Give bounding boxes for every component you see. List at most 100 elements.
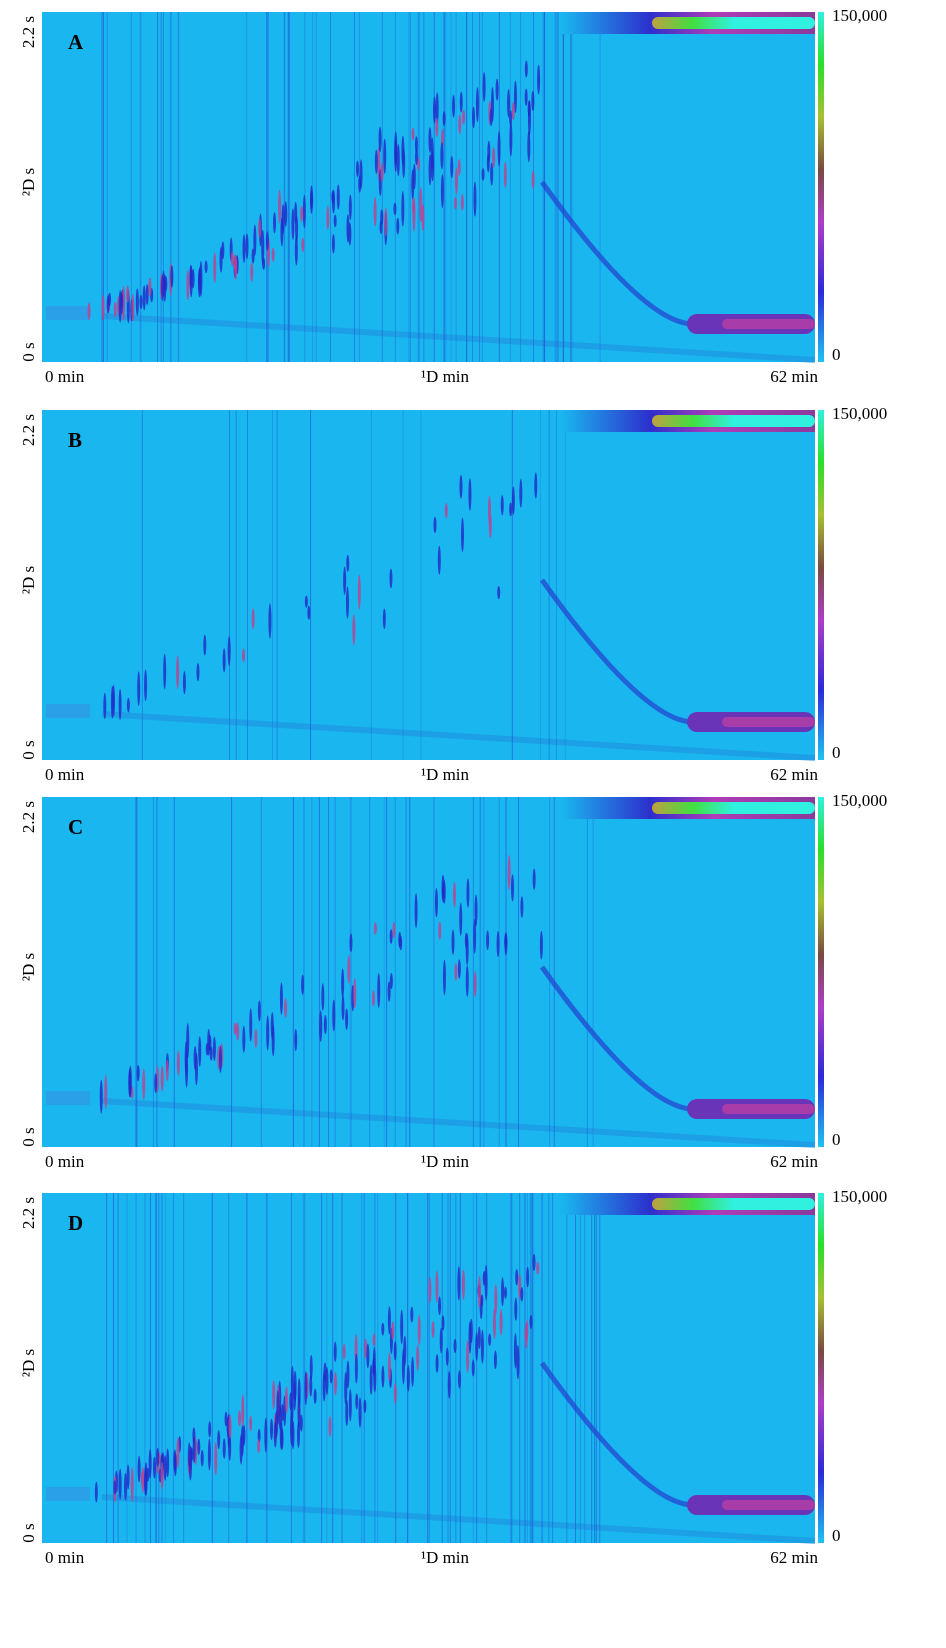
peak [396,144,400,177]
bleed-curve [539,180,693,327]
peak [501,1277,505,1307]
colorbar-min: 0 [832,743,841,762]
peak [264,1417,268,1453]
peak [148,277,152,297]
peak [140,1471,144,1486]
peak [266,1015,270,1051]
peak [160,275,164,301]
panel-letter: B [68,428,82,452]
peak [294,202,298,225]
peak [87,302,91,321]
bleed-curve [539,578,693,725]
peak [137,671,141,707]
peak [101,294,105,321]
peak [480,1329,484,1364]
peak [347,954,351,984]
peak [113,1480,117,1495]
peak [326,205,330,230]
peak [254,1028,258,1048]
peak [451,929,455,955]
y-axis-label: 2.2 s [19,16,38,48]
peak [481,168,485,181]
peak [176,1437,180,1469]
peak [253,224,257,256]
y-axis-label: ²D s [19,953,38,981]
peak [366,1343,370,1369]
peak [301,237,305,253]
peak [428,1277,432,1304]
peak [438,921,442,940]
peak [536,1261,540,1275]
colorbar-max: 150,000 [832,791,887,810]
peak [454,167,458,195]
peak [310,185,314,214]
peak [410,1306,414,1323]
peak [462,109,466,125]
peak [262,257,266,270]
peak [249,1415,253,1432]
peak [464,932,468,949]
peak [294,1028,298,1052]
peak [118,688,122,721]
peak [477,1275,481,1309]
top-plume-core [652,1198,815,1210]
peak [440,142,444,170]
peak [122,285,126,321]
peak [280,1403,284,1422]
peak [527,100,531,117]
baseline-streak [101,711,816,761]
peak [278,189,282,224]
peak [165,1059,169,1082]
heatmap [42,12,816,363]
peak [401,1348,405,1385]
peak [442,111,446,127]
peak [186,1022,190,1059]
peak [207,1438,211,1471]
peak [299,1414,303,1432]
y-axis-label: ²D s [19,168,38,196]
peak [145,284,149,306]
peak [284,201,288,227]
peak [261,229,265,266]
peak [475,1331,479,1361]
peak [137,1455,141,1483]
peak [438,1296,442,1316]
peak [401,135,405,167]
peak [441,1315,445,1331]
peak [309,1354,313,1380]
bleed-curve [539,1361,693,1508]
peak [214,1441,218,1476]
peak [391,1321,395,1340]
peak [279,982,283,1015]
peak [457,158,461,176]
peak [534,472,538,499]
peak [241,1394,245,1428]
solvent-band [46,1091,90,1105]
peak [503,161,507,189]
peak [466,878,470,908]
peak [392,921,396,939]
peak [459,474,463,499]
peak [396,217,400,235]
peak [389,568,393,589]
peak [416,1344,420,1371]
peak [371,990,375,1007]
peak [354,1353,358,1384]
peak [302,194,306,229]
peak [113,301,117,318]
peak [104,1074,108,1109]
peak [348,194,352,220]
peak [374,149,378,174]
peak [486,930,490,951]
peak [190,1447,194,1462]
peak [160,1065,164,1092]
peak [218,1045,222,1073]
peak [176,1050,180,1076]
peak [182,671,186,695]
peak [490,162,494,186]
colorbar-min: 0 [832,345,841,364]
peak [493,1307,497,1340]
peak [482,71,486,102]
solvent-band [46,306,90,320]
x-axis-title: ¹D min [421,765,470,784]
